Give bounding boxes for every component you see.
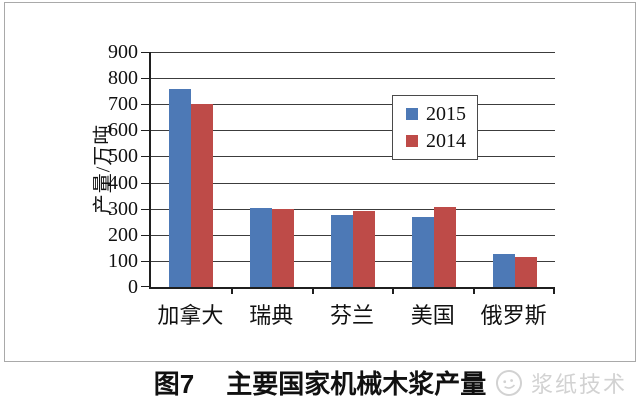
y-tick-label: 400 [108, 171, 138, 194]
gridline [151, 130, 555, 132]
figure-caption: 图7 主要国家机械木浆产量 [0, 361, 640, 403]
bar-2014 [353, 211, 375, 287]
figure-title: 主要国家机械木浆产量 [226, 368, 487, 399]
gridline [151, 52, 555, 53]
y-tick-label: 900 [108, 41, 138, 63]
category-label: 加拿大 [157, 303, 224, 328]
x-axis-tick [473, 287, 476, 294]
gridline [151, 208, 555, 210]
category-label: 俄罗斯 [480, 303, 547, 328]
gridline [151, 104, 555, 106]
x-axis-tick [311, 287, 314, 294]
y-axis-tick [141, 234, 149, 236]
x-axis-tick [392, 287, 395, 294]
y-tick-label: 300 [108, 197, 138, 220]
y-tick-label: 800 [108, 67, 138, 90]
bar-2015 [411, 217, 434, 287]
y-axis-tick [141, 182, 149, 184]
y-axis-tick [141, 130, 149, 132]
y-axis-tick [141, 260, 149, 262]
legend-entry: 2014 [406, 131, 477, 151]
y-tick-label: 500 [108, 145, 138, 168]
category-label: 美国 [410, 303, 455, 328]
y-axis-tick [141, 208, 149, 210]
category-label: 瑞典 [249, 303, 294, 328]
y-tick-label: 600 [108, 119, 138, 142]
bar-2014 [433, 207, 456, 287]
bar-2014 [514, 256, 537, 287]
legend-entry: 2015 [406, 104, 477, 124]
y-axis-tick [141, 156, 149, 158]
y-axis-tick [141, 286, 149, 287]
x-axis-tick [230, 287, 233, 294]
bar-2015 [331, 214, 353, 287]
gridline [151, 156, 555, 158]
legend-swatch-2014 [406, 135, 418, 148]
y-tick-label: 200 [108, 223, 138, 246]
bar-2014 [272, 209, 295, 287]
legend-label: 2015 [426, 102, 466, 125]
watermark-text: 浆纸技术 [531, 372, 628, 397]
plot-area [141, 52, 555, 294]
y-tick-label: 700 [108, 93, 138, 116]
legend-label: 2014 [426, 130, 466, 153]
figure-number: 图7 [153, 368, 195, 399]
gridline [151, 182, 555, 184]
x-axis-tick [553, 287, 555, 294]
gridline [151, 78, 555, 80]
y-tick-label: 100 [108, 249, 138, 272]
y-tick-label: 0 [128, 276, 138, 298]
y-axis-tick [141, 78, 149, 80]
bar-2015 [169, 88, 192, 287]
watermark: 浆纸技术 [494, 366, 627, 400]
bar-2014 [191, 104, 214, 287]
y-axis-title: 产量/万吨 [92, 123, 115, 215]
bar-2015 [492, 254, 515, 287]
chart-frame: 产量/万吨 [4, 2, 636, 362]
y-axis-tick [141, 52, 149, 53]
y-axis-tick [141, 104, 149, 106]
bar-2015 [250, 207, 273, 287]
legend-swatch-2015 [406, 107, 418, 120]
category-label: 芬兰 [329, 303, 374, 328]
face-logo-icon [494, 368, 524, 398]
legend: 2015 2014 [392, 95, 478, 160]
